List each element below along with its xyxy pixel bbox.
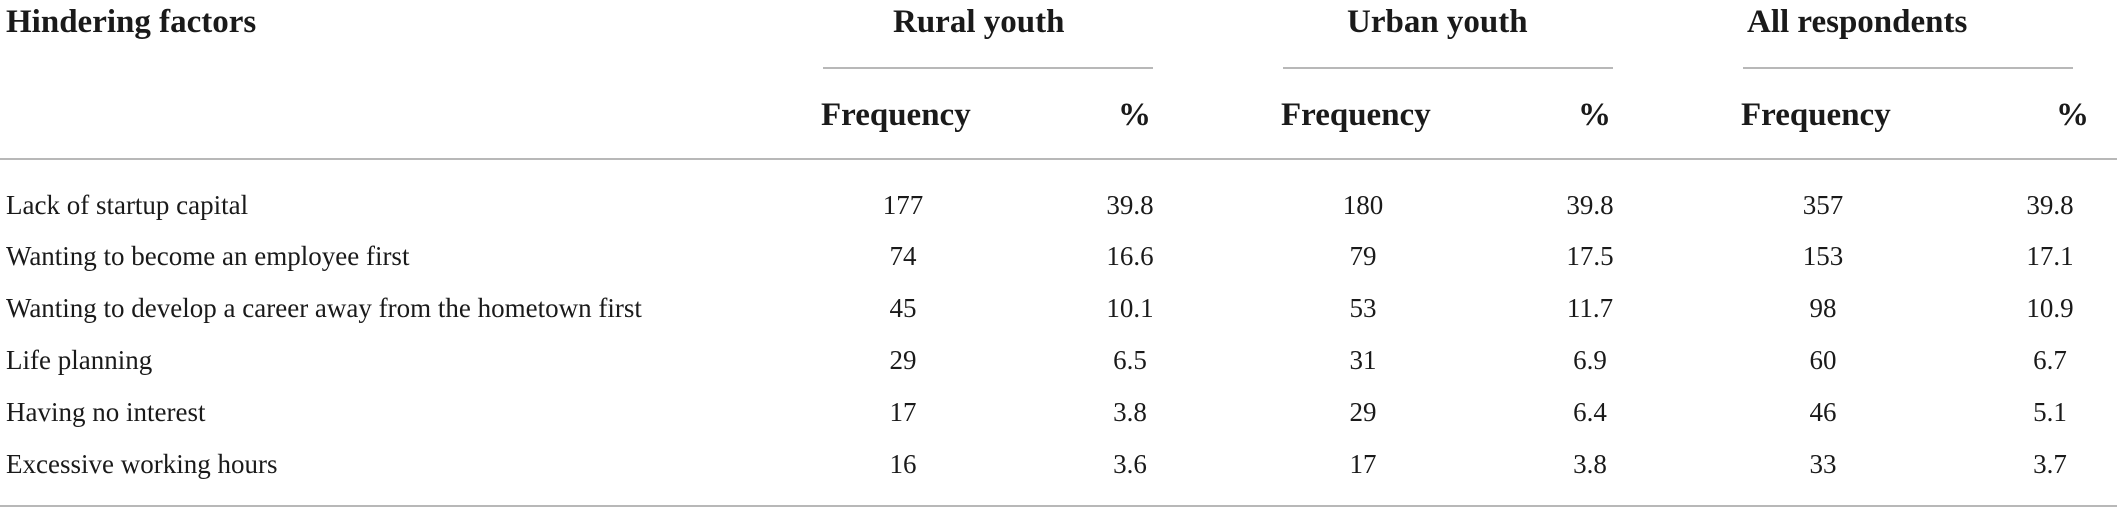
cell-all-percent: 6.7 [2033, 345, 2067, 375]
cell-urban-frequency: 31 [1349, 345, 1377, 375]
group-rule-rural [823, 67, 1153, 69]
row-label: Excessive working hours [6, 449, 278, 479]
cell-urban-frequency: 79 [1349, 241, 1377, 271]
cell-all-frequency: 60 [1809, 345, 1837, 375]
cell-rural-frequency: 74 [889, 241, 917, 271]
subheader-urban-frequency: Frequency [1281, 97, 1431, 133]
cell-all-frequency: 357 [1802, 190, 1844, 220]
cell-urban-frequency: 29 [1349, 397, 1377, 427]
cell-urban-frequency: 17 [1349, 449, 1377, 479]
cell-all-frequency: 98 [1809, 293, 1837, 323]
cell-rural-percent: 3.8 [1113, 397, 1147, 427]
subheader-all-percent: % [2056, 97, 2089, 133]
group-rule-all [1743, 67, 2073, 69]
header-urban-youth: Urban youth [1347, 4, 1528, 40]
table-bottom-rule [0, 505, 2117, 507]
subheader-rural-frequency: Frequency [821, 97, 971, 133]
cell-all-percent: 39.8 [2026, 190, 2074, 220]
header-all-respondents: All respondents [1747, 4, 1968, 40]
cell-rural-frequency: 16 [889, 449, 917, 479]
cell-rural-percent: 6.5 [1113, 345, 1147, 375]
cell-urban-percent: 6.4 [1573, 397, 1607, 427]
cell-rural-frequency: 177 [882, 190, 924, 220]
header-hindering-factors: Hindering factors [6, 4, 257, 40]
cell-rural-percent: 3.6 [1113, 449, 1147, 479]
cell-urban-frequency: 180 [1342, 190, 1384, 220]
cell-rural-percent: 10.1 [1106, 293, 1154, 323]
cell-urban-percent: 17.5 [1566, 241, 1614, 271]
cell-rural-frequency: 29 [889, 345, 917, 375]
row-label: Wanting to develop a career away from th… [6, 293, 642, 323]
row-label: Lack of startup capital [6, 190, 249, 220]
cell-all-percent: 10.9 [2026, 293, 2074, 323]
header-rule [0, 158, 2117, 160]
row-label: Life planning [6, 345, 153, 375]
subheader-urban-percent: % [1578, 97, 1611, 133]
cell-all-frequency: 33 [1809, 449, 1837, 479]
subheader-all-frequency: Frequency [1741, 97, 1891, 133]
cell-all-frequency: 153 [1802, 241, 1844, 271]
cell-rural-percent: 16.6 [1106, 241, 1154, 271]
row-label: Having no interest [6, 397, 206, 427]
cell-rural-frequency: 17 [889, 397, 917, 427]
cell-all-percent: 3.7 [2033, 449, 2067, 479]
cell-urban-frequency: 53 [1349, 293, 1377, 323]
cell-all-percent: 5.1 [2033, 397, 2067, 427]
group-rule-urban [1283, 67, 1613, 69]
cell-urban-percent: 39.8 [1566, 190, 1614, 220]
cell-all-percent: 17.1 [2026, 241, 2074, 271]
cell-all-frequency: 46 [1809, 397, 1837, 427]
cell-urban-percent: 3.8 [1573, 449, 1607, 479]
cell-urban-percent: 6.9 [1573, 345, 1607, 375]
subheader-rural-percent: % [1118, 97, 1151, 133]
cell-urban-percent: 11.7 [1566, 293, 1614, 323]
header-rural-youth: Rural youth [893, 4, 1065, 40]
cell-rural-percent: 39.8 [1106, 190, 1154, 220]
row-label: Wanting to become an employee first [6, 241, 410, 271]
cell-rural-frequency: 45 [889, 293, 917, 323]
